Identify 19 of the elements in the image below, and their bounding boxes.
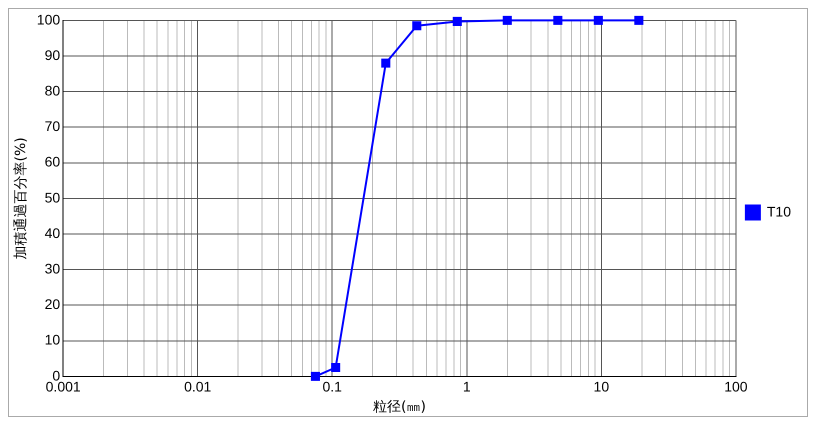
y-tick-label: 50 bbox=[44, 189, 60, 206]
y-tick-label: 40 bbox=[44, 224, 60, 241]
y-tick-label: 10 bbox=[44, 332, 60, 348]
x-tick-label: 1 bbox=[462, 378, 471, 395]
x-tick-label: 0.1 bbox=[322, 378, 342, 395]
y-tick-label: 0 bbox=[52, 367, 60, 384]
y-tick-label: 60 bbox=[44, 154, 60, 170]
y-tick-label: 70 bbox=[44, 118, 60, 134]
x-tick-label: 10 bbox=[594, 378, 610, 395]
y-tick-label: 30 bbox=[44, 260, 60, 276]
x-axis-title: 粒径(㎜) bbox=[373, 399, 426, 416]
y-tick-label: 100 bbox=[36, 11, 60, 28]
x-tick-label: 100 bbox=[724, 378, 748, 395]
y-axis-title: 加積通過百分率(%) bbox=[13, 137, 30, 260]
x-tick-label: 0.01 bbox=[184, 378, 212, 395]
y-tick-label: 80 bbox=[44, 82, 60, 98]
y-tick-label: 20 bbox=[44, 296, 60, 312]
legend-label: T10 bbox=[766, 203, 792, 220]
y-tick-label: 90 bbox=[44, 46, 60, 63]
